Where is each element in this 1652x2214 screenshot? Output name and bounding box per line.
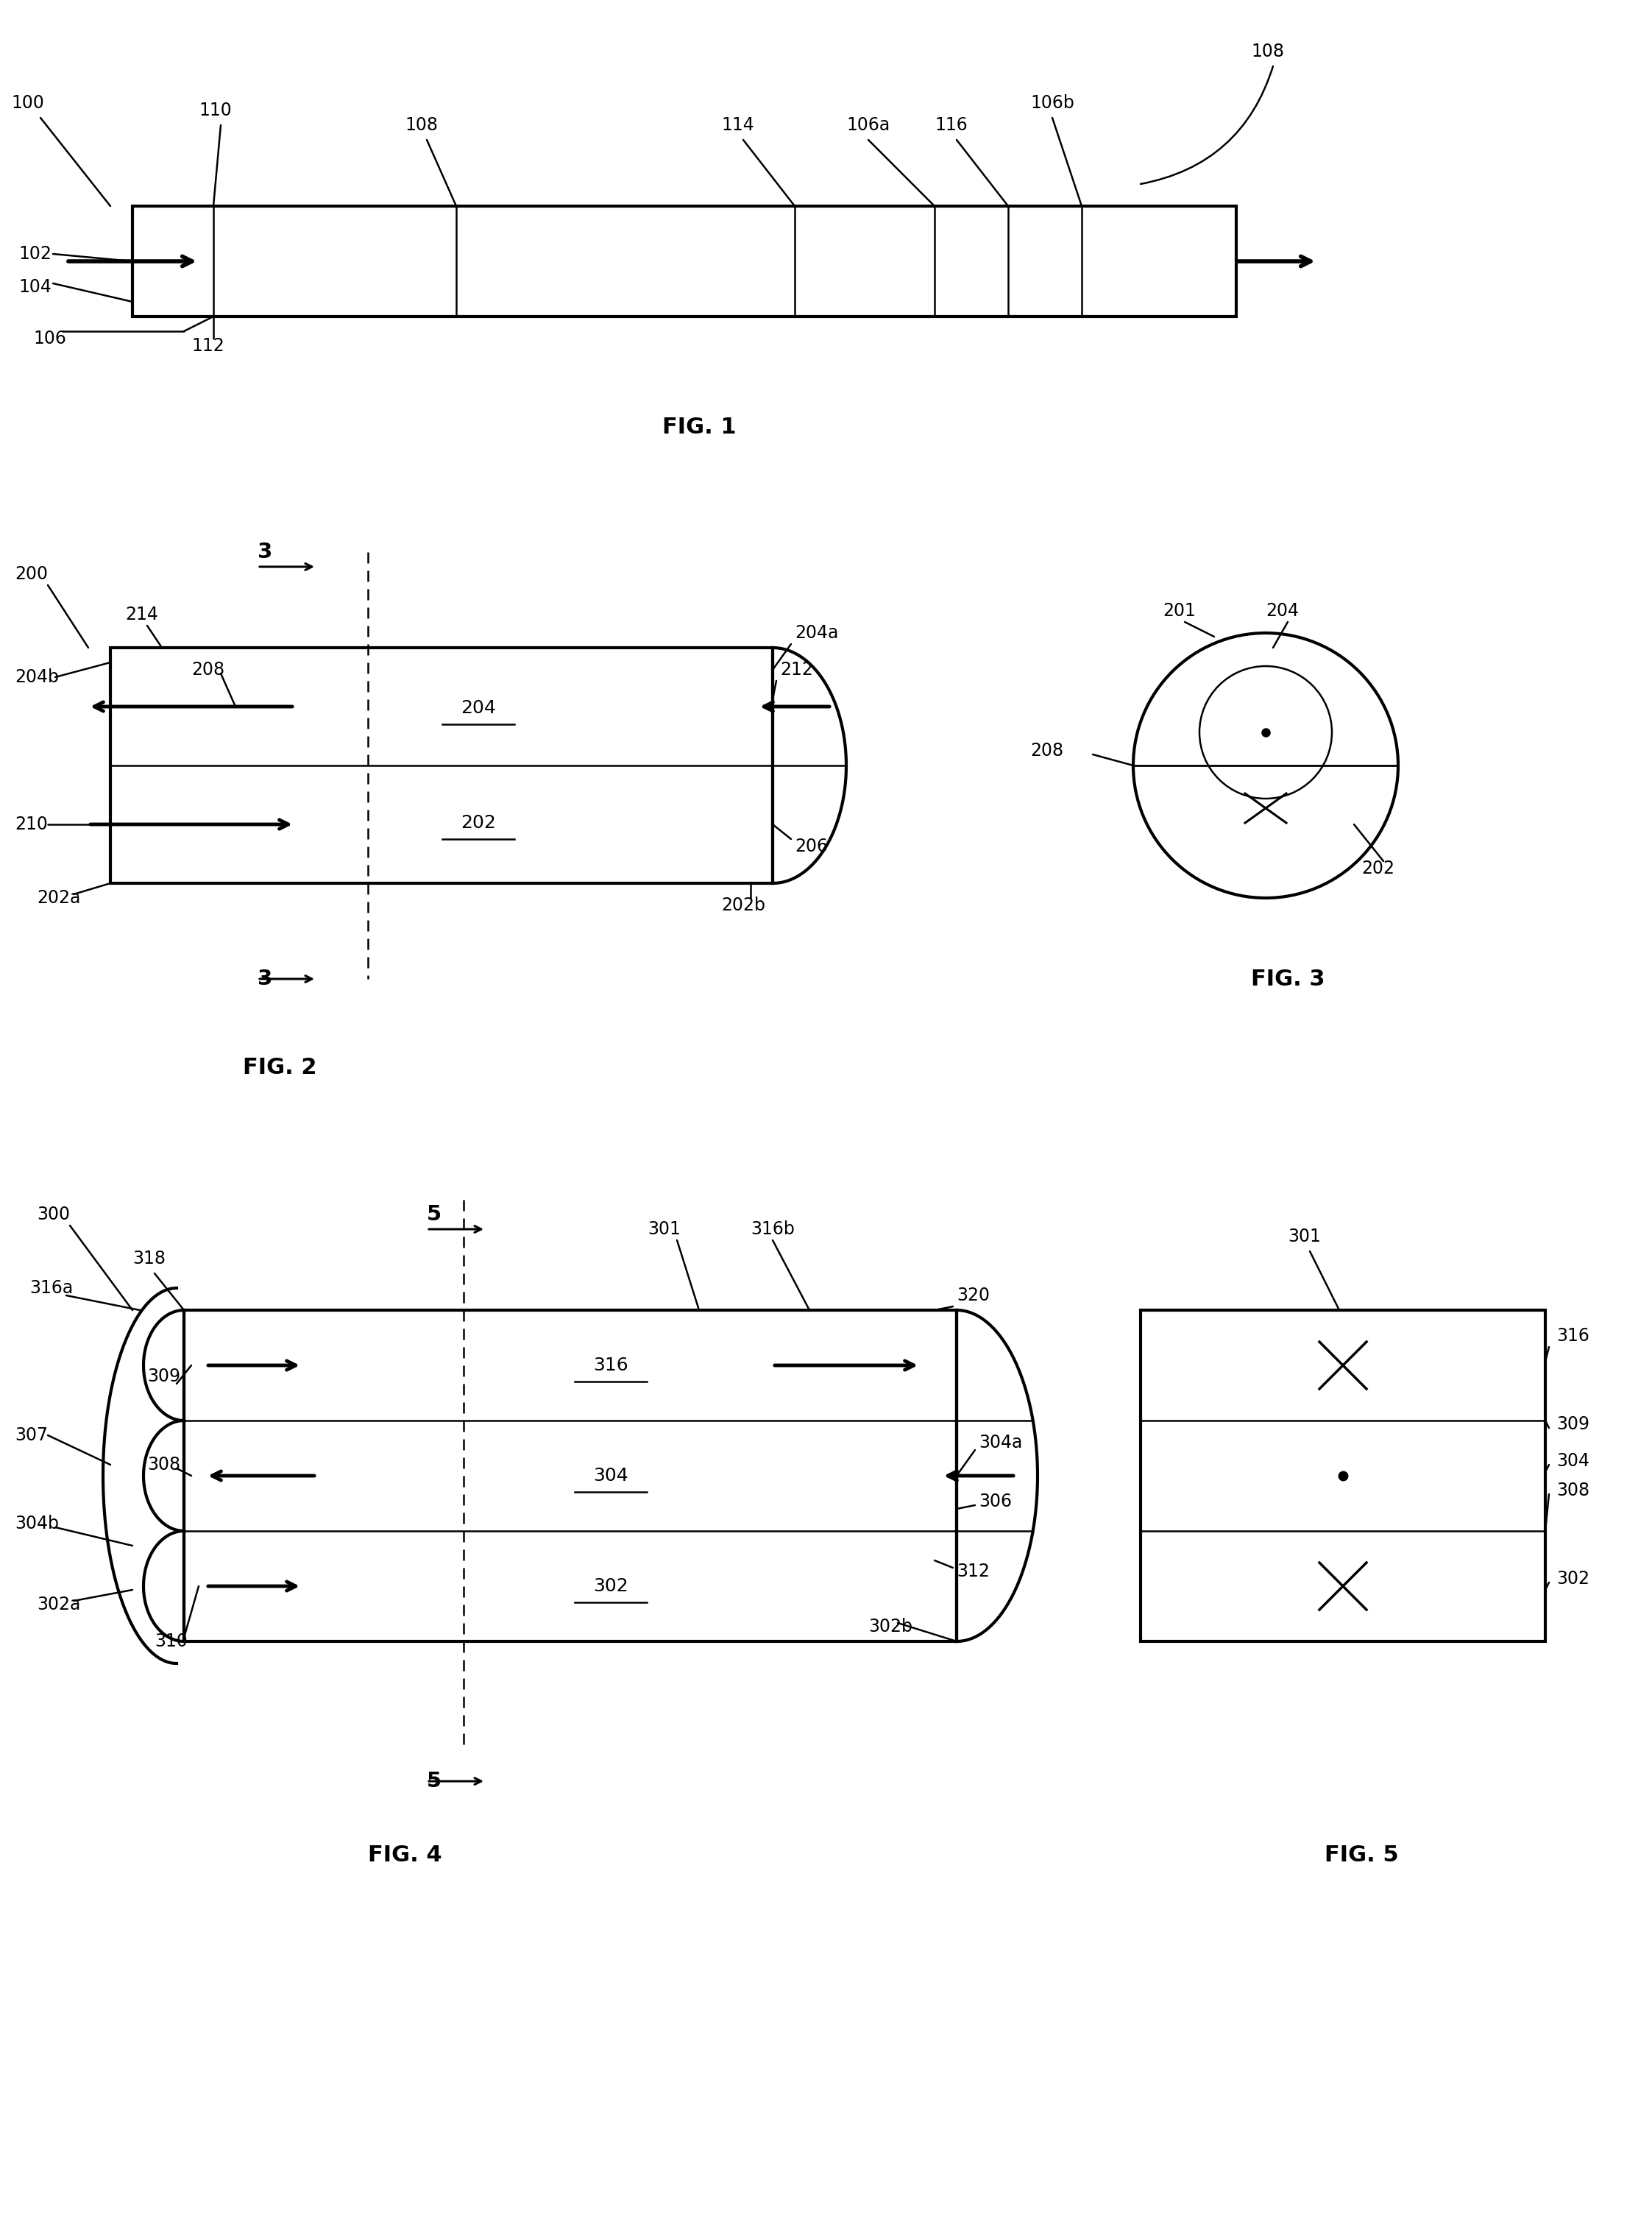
Text: 5: 5 — [426, 1771, 441, 1791]
Text: 102: 102 — [18, 246, 51, 263]
Text: 309: 309 — [1556, 1415, 1589, 1432]
Text: 202: 202 — [1361, 859, 1394, 877]
Text: 302a: 302a — [36, 1596, 81, 1614]
Text: 304a: 304a — [978, 1435, 1023, 1452]
Text: 202a: 202a — [36, 890, 81, 908]
Polygon shape — [773, 649, 846, 883]
Text: 204b: 204b — [15, 669, 59, 686]
Text: 316: 316 — [1556, 1326, 1589, 1344]
Text: 106a: 106a — [846, 117, 890, 135]
Polygon shape — [957, 1311, 1037, 1641]
Text: 320: 320 — [957, 1286, 990, 1304]
Bar — [132, 206, 1236, 317]
Text: 316a: 316a — [30, 1280, 73, 1297]
Text: 108: 108 — [1251, 42, 1284, 60]
Text: 106b: 106b — [1031, 95, 1074, 113]
Text: 318: 318 — [132, 1249, 165, 1266]
Text: 202: 202 — [461, 815, 496, 832]
Text: 5: 5 — [426, 1204, 441, 1224]
Text: 312: 312 — [957, 1563, 990, 1581]
Text: 306: 306 — [978, 1492, 1011, 1510]
Text: 208: 208 — [1031, 742, 1064, 759]
Text: 214: 214 — [126, 607, 159, 624]
Text: FIG. 3: FIG. 3 — [1251, 968, 1325, 990]
Text: 100: 100 — [12, 95, 45, 113]
Text: 212: 212 — [780, 662, 813, 680]
Text: 3: 3 — [258, 542, 273, 562]
Text: 108: 108 — [405, 117, 438, 135]
Text: 200: 200 — [15, 565, 48, 582]
Text: 316b: 316b — [750, 1220, 795, 1238]
Text: 301: 301 — [1289, 1229, 1320, 1246]
Text: FIG. 1: FIG. 1 — [662, 416, 737, 438]
Text: FIG. 2: FIG. 2 — [243, 1056, 317, 1078]
Text: 116: 116 — [935, 117, 968, 135]
Text: FIG. 4: FIG. 4 — [368, 1844, 441, 1866]
Text: 309: 309 — [147, 1368, 180, 1386]
Text: 106: 106 — [33, 330, 66, 348]
Text: 308: 308 — [1556, 1481, 1589, 1499]
Text: 210: 210 — [15, 815, 48, 832]
Bar — [1140, 1311, 1545, 1641]
Text: 206: 206 — [795, 837, 828, 855]
Text: 310: 310 — [155, 1632, 188, 1649]
Text: 308: 308 — [147, 1457, 180, 1475]
Text: 201: 201 — [1163, 602, 1196, 620]
Text: 3: 3 — [258, 970, 273, 990]
Bar — [111, 649, 773, 883]
Text: 302: 302 — [1556, 1570, 1589, 1587]
Text: 302: 302 — [593, 1576, 628, 1594]
Text: 208: 208 — [192, 662, 225, 680]
Text: 302b: 302b — [869, 1618, 912, 1636]
Text: 110: 110 — [198, 102, 231, 120]
Text: 316: 316 — [593, 1357, 628, 1375]
Text: 307: 307 — [15, 1426, 48, 1444]
Text: 204: 204 — [1265, 602, 1298, 620]
Text: 304b: 304b — [15, 1514, 59, 1532]
Text: 304: 304 — [1556, 1452, 1589, 1470]
Text: 104: 104 — [18, 279, 51, 297]
Text: FIG. 5: FIG. 5 — [1325, 1844, 1398, 1866]
Text: 304: 304 — [593, 1468, 628, 1486]
Text: 114: 114 — [722, 117, 753, 135]
Text: 202b: 202b — [722, 897, 765, 914]
Text: 204: 204 — [461, 700, 496, 717]
Polygon shape — [144, 1311, 183, 1421]
Bar — [183, 1311, 957, 1641]
Polygon shape — [144, 1421, 183, 1530]
Text: 112: 112 — [192, 337, 225, 354]
Polygon shape — [144, 1530, 183, 1641]
Text: 300: 300 — [36, 1207, 69, 1224]
Text: 301: 301 — [648, 1220, 681, 1238]
Text: 204a: 204a — [795, 624, 839, 642]
